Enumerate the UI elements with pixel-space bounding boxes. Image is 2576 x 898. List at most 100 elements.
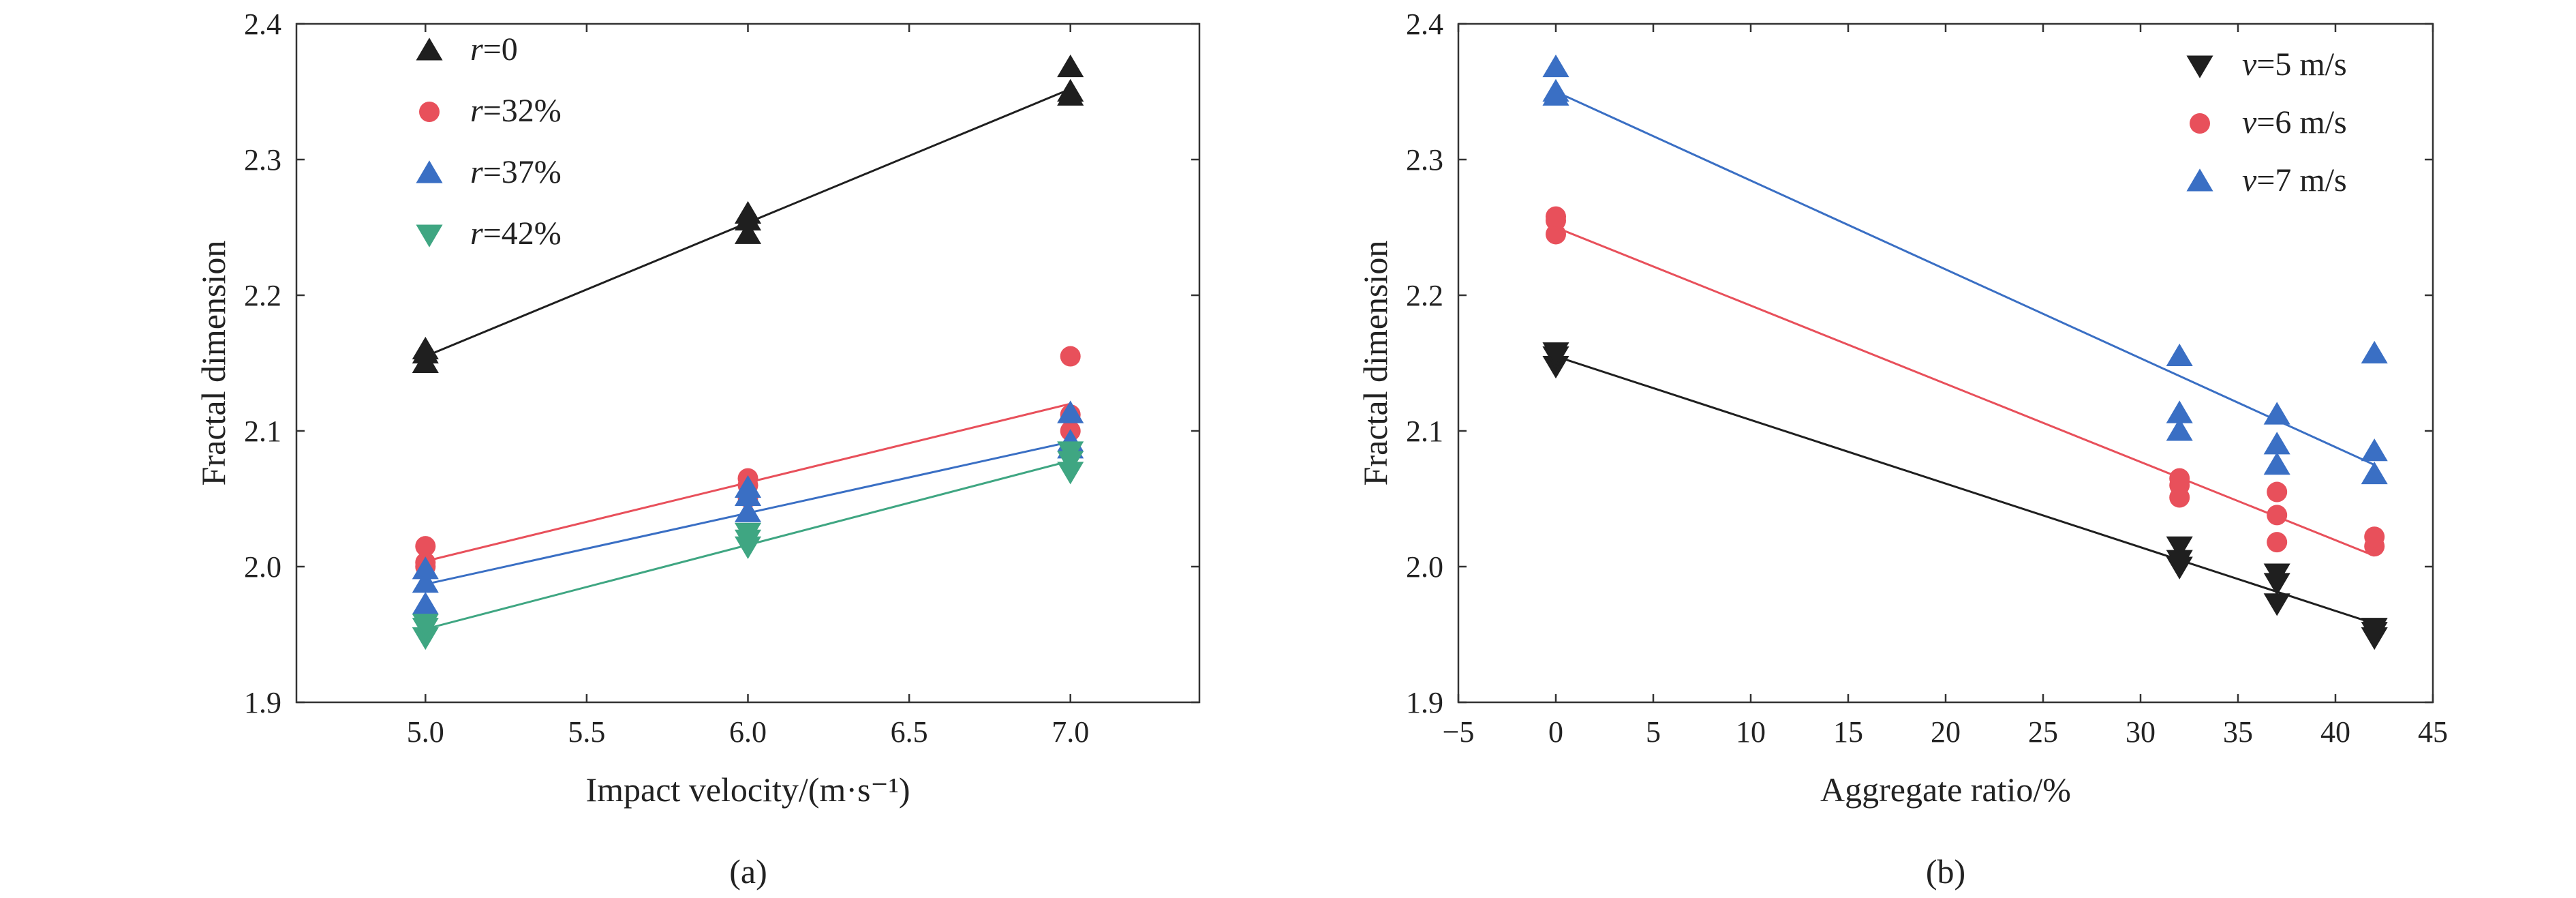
series-v-0	[1542, 342, 2388, 650]
data-point	[2166, 550, 2193, 573]
data-point	[734, 200, 762, 224]
x-tick-label: 6.0	[729, 715, 767, 749]
x-tick-label: 25	[2028, 715, 2058, 749]
fit-line	[1555, 91, 2375, 466]
data-point	[1542, 78, 1569, 102]
fit-line	[1555, 226, 2375, 557]
y-tick-label: 2.2	[244, 279, 281, 312]
y-tick-label: 2.3	[244, 143, 281, 177]
legend-symbol	[416, 224, 443, 248]
x-tick-label: 15	[1833, 715, 1863, 749]
y-tick-label: 2.1	[1406, 415, 1443, 448]
y-tick-label: 1.9	[244, 686, 281, 719]
x-tick-label: 5	[1646, 715, 1661, 749]
data-point	[2361, 618, 2388, 641]
x-tick-label: 45	[2418, 715, 2448, 749]
legend-symbol	[416, 38, 443, 61]
legend: r=0 r=32% r=37% r=42%	[416, 31, 562, 252]
legend-symbol	[416, 160, 443, 183]
y-tick-label: 2.0	[244, 550, 281, 584]
data-point	[412, 570, 439, 593]
x-tick-label: 40	[2320, 715, 2350, 749]
legend-symbol	[2186, 168, 2213, 192]
y-tick-label: 2.1	[244, 415, 281, 448]
y-tick-label: 2.2	[1406, 279, 1443, 312]
chart-panel-b: 1.9 2.0 2.1 2.2 2.3 2.4 −5 0 5 10 15 20 25 30 35 40 45 Ag…	[1356, 8, 2448, 890]
chart-panel-a: 1.9 2.0 2.1 2.2 2.3 2.4 5.0 5.5 6.0 6.5 7.0 Impact …	[194, 8, 1201, 890]
data-point	[2267, 532, 2288, 553]
y-axis-label: Fractal dimension	[1356, 241, 1394, 486]
x-tick-label: 35	[2223, 715, 2253, 749]
data-point	[734, 221, 762, 244]
data-point	[734, 475, 762, 498]
data-point	[2263, 593, 2290, 616]
x-tick-label: 10	[1736, 715, 1766, 749]
data-point	[1542, 54, 1569, 78]
data-point	[2169, 468, 2190, 489]
data-point	[415, 536, 436, 557]
x-tick-label: 0	[1548, 715, 1563, 749]
data-point	[2166, 343, 2193, 366]
data-point	[1057, 54, 1084, 78]
data-point	[734, 499, 762, 522]
legend-symbol	[419, 102, 440, 122]
data-point	[412, 556, 439, 580]
data-point	[2263, 402, 2290, 425]
data-point	[1546, 206, 1566, 227]
panel-caption: (a)	[729, 852, 767, 890]
data-point	[2267, 481, 2288, 503]
data-point	[2361, 340, 2388, 364]
legend-label: v=6 m/s	[2242, 104, 2347, 140]
data-point	[1057, 78, 1084, 102]
x-tick-label: 20	[1931, 715, 1961, 749]
legend-label: r=37%	[470, 154, 562, 190]
x-tick-label: 30	[2126, 715, 2156, 749]
y-tick-label: 1.9	[1406, 686, 1443, 719]
data-point	[2267, 505, 2288, 526]
legend-symbol	[2186, 55, 2213, 78]
fit-line	[1555, 355, 2375, 625]
data-point	[412, 592, 439, 615]
data-point	[2263, 432, 2290, 455]
data-point	[1057, 441, 1084, 464]
x-tick-label: 5.5	[568, 715, 605, 749]
data-point	[1057, 400, 1084, 423]
legend: v=5 m/s v=6 m/s v=7 m/s	[2186, 46, 2347, 198]
series-r-2	[412, 400, 1084, 615]
x-axis-label: Aggregate ratio/%	[1820, 770, 2071, 809]
data-point	[734, 522, 762, 545]
data-point	[2166, 536, 2193, 559]
legend-label: v=5 m/s	[2242, 46, 2347, 83]
x-tick-label: 6.5	[891, 715, 928, 749]
y-tick-label: 2.4	[1406, 8, 1443, 41]
data-point	[1542, 342, 1569, 365]
data-point	[412, 614, 439, 637]
y-tick-label: 2.4	[244, 8, 281, 41]
data-point	[2263, 563, 2290, 586]
legend-label: v=7 m/s	[2242, 162, 2347, 198]
legend-symbol	[2190, 113, 2210, 134]
data-point	[2263, 452, 2290, 475]
y-tick-label: 2.3	[1406, 143, 1443, 177]
legend-label: r=32%	[470, 93, 562, 129]
series-v-1	[1546, 206, 2385, 557]
data-point	[412, 336, 439, 360]
series-r-3	[412, 441, 1084, 650]
x-tick-label: −5	[1443, 715, 1475, 749]
series-v-2	[1542, 54, 2388, 485]
x-tick-label: 7.0	[1052, 715, 1089, 749]
panel-caption: (b)	[1926, 852, 1965, 890]
x-axis-label: Impact velocity/(m·s⁻¹)	[586, 770, 910, 809]
legend-label: r=0	[470, 31, 518, 68]
data-point	[2166, 400, 2193, 423]
legend-label: r=42%	[470, 215, 562, 252]
data-point	[1060, 346, 1081, 367]
data-point	[2364, 526, 2385, 548]
series-r-0	[412, 54, 1084, 373]
y-tick-label: 2.0	[1406, 550, 1443, 584]
data-point	[2361, 438, 2388, 462]
y-axis-label: Fractal dimension	[194, 241, 232, 486]
data-point	[2361, 461, 2388, 485]
data-point	[2166, 418, 2193, 441]
